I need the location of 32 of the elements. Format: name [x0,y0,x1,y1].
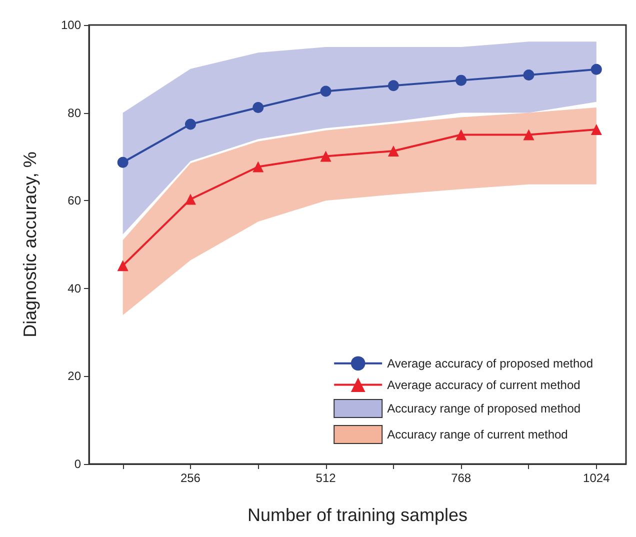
x-tick-label: 512 [316,471,336,485]
y-tick-label: 100 [60,18,82,32]
point [456,74,467,86]
x-tick-label: 256 [180,471,201,485]
x-tick-label: 768 [451,471,472,485]
point [590,64,602,75]
point [117,156,128,168]
x-tick-label: 1024 [583,471,610,485]
point [523,129,534,140]
point [184,118,196,130]
point [320,150,332,162]
y-tick-label: 80 [68,106,82,120]
point [252,102,264,114]
y-tick-label: 0 [74,457,82,471]
y-tick-label: 40 [68,281,82,296]
point [456,129,467,140]
point [320,86,332,97]
legend-label: Average accuracy of current method [387,378,580,392]
legend-label: Accuracy range of proposed method [387,402,581,416]
point [523,70,534,81]
point [252,161,264,172]
point [388,80,399,92]
y-axis-title: Diagnostic accuracy, % [20,152,40,338]
legend-label: Accuracy range of current method [387,428,568,442]
point [117,260,128,272]
point [590,124,602,135]
y-tick-label: 20 [68,369,82,384]
x-axis-title: Number of training samples [247,505,468,525]
point [184,194,196,205]
point [388,145,399,156]
legend-label: Average accuracy of proposed method [387,356,593,370]
y-tick-label: 60 [68,194,82,208]
